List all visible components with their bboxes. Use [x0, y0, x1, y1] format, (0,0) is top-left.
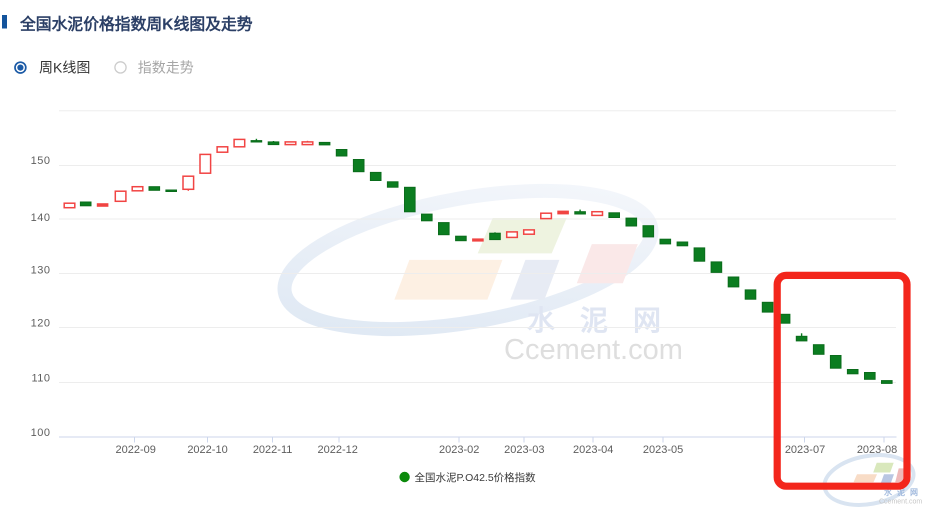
- svg-text:2023-03: 2023-03: [504, 444, 544, 456]
- svg-text:2022-11: 2022-11: [253, 444, 293, 456]
- svg-text:全国水泥P.O42.5价格指数: 全国水泥P.O42.5价格指数: [415, 471, 537, 484]
- svg-text:全国水泥价格指数周K线图及走势: 全国水泥价格指数周K线图及走势: [19, 15, 253, 34]
- svg-text:2022-12: 2022-12: [318, 444, 358, 456]
- svg-text:130: 130: [31, 264, 51, 276]
- svg-text:110: 110: [31, 372, 50, 384]
- svg-text:Ccement.com: Ccement.com: [879, 499, 922, 506]
- svg-text:2023-07: 2023-07: [785, 444, 825, 456]
- svg-text:2023-04: 2023-04: [573, 444, 613, 456]
- svg-text:2023-02: 2023-02: [439, 444, 479, 456]
- svg-text:100: 100: [31, 427, 51, 439]
- svg-text:周K线图: 周K线图: [39, 60, 90, 76]
- svg-text:指数走势: 指数走势: [138, 60, 194, 76]
- svg-text:水泥网: 水泥网: [527, 305, 686, 336]
- svg-text:150: 150: [31, 155, 51, 167]
- svg-text:Ccement.com: Ccement.com: [504, 334, 683, 366]
- svg-text:2023-08: 2023-08: [857, 444, 897, 456]
- svg-text:140: 140: [31, 212, 51, 224]
- svg-text:120: 120: [31, 317, 51, 329]
- svg-text:2023-05: 2023-05: [643, 444, 683, 456]
- svg-text:2022-10: 2022-10: [187, 444, 227, 456]
- svg-text:2022-09: 2022-09: [116, 444, 156, 456]
- svg-text:水泥网: 水泥网: [883, 487, 923, 497]
